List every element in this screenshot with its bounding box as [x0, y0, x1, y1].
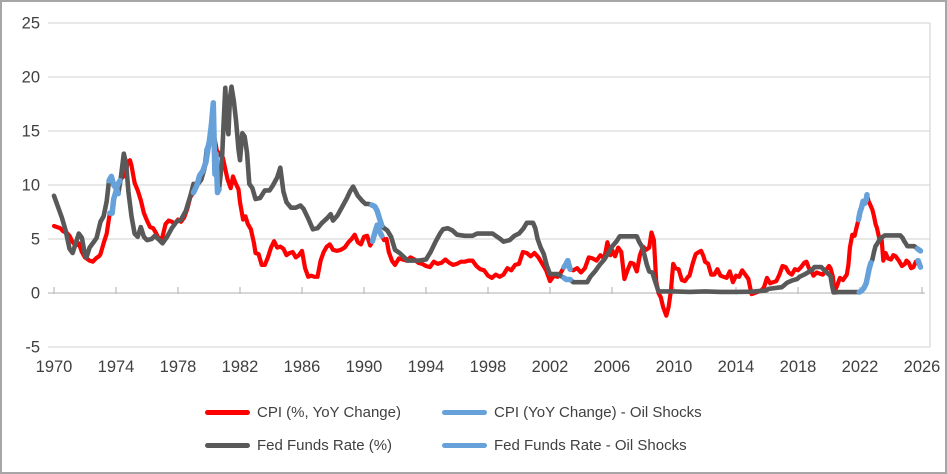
x-axis-tick-label: 2010 — [656, 358, 693, 376]
y-axis-tick-label: 20 — [22, 69, 40, 87]
y-axis-tick-label: 25 — [22, 15, 40, 33]
x-axis-tick-label: 2006 — [594, 358, 631, 376]
series-cpi-yoy-change-oil-shocks — [855, 191, 870, 223]
x-axis-tick-label: 1982 — [222, 358, 259, 376]
x-axis-tick-label: 1970 — [36, 358, 73, 376]
x-axis-tick-label: 1974 — [98, 358, 135, 376]
series-fed-funds-rate-oil-shocks — [914, 245, 924, 254]
x-axis-tick-label: 1986 — [284, 358, 321, 376]
series-fed-funds-rate — [51, 84, 923, 295]
y-axis-tick-label: -5 — [25, 339, 40, 357]
y-axis-tick-label: 10 — [22, 177, 40, 195]
series-fed-funds-rate-oil-shocks — [369, 202, 385, 229]
x-axis-tick-label: 2014 — [718, 358, 755, 376]
x-axis-tick-label: 1994 — [408, 358, 445, 376]
x-axis-tick-label: 1978 — [160, 358, 197, 376]
y-axis-tick-label: 5 — [31, 231, 40, 249]
series-fed-funds-rate-oil-shocks — [856, 260, 874, 295]
series-cpi-yoy-change — [51, 132, 923, 318]
x-axis-tick-label: 2022 — [842, 358, 879, 376]
series-cpi-yoy-change-oil-shocks — [561, 257, 573, 272]
x-axis-tick-label: 2002 — [532, 358, 569, 376]
y-axis-tick-label: 0 — [31, 285, 40, 303]
x-axis-tick-label: 2018 — [780, 358, 817, 376]
x-axis-tick-label: 2026 — [904, 358, 941, 376]
series-cpi-yoy-change-oil-shocks — [915, 257, 924, 270]
y-axis-tick-label: 15 — [22, 123, 40, 141]
series-cpi-yoy-change-oil-shocks — [107, 177, 123, 216]
series-fed-funds-rate-oil-shocks — [106, 173, 122, 197]
x-axis-tick-label: 1990 — [346, 358, 383, 376]
series-fed-funds-rate-oil-shocks — [203, 100, 222, 196]
series-fed-funds-rate-oil-shocks — [561, 275, 573, 283]
x-axis-tick-label: 1998 — [470, 358, 507, 376]
series-cpi-yoy-change-oil-shocks — [369, 222, 385, 244]
